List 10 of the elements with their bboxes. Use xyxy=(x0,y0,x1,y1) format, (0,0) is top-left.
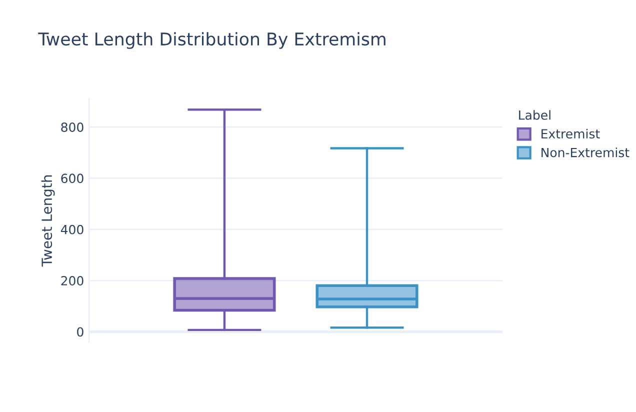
legend-label: Extremist xyxy=(542,128,600,139)
y-tick-label: 600 xyxy=(61,174,84,184)
y-tick-label: 400 xyxy=(60,224,84,234)
y-axis-title: Tweet Length xyxy=(41,175,55,267)
y-tick-label: 0 xyxy=(77,327,84,337)
legend-label: Non-Extremist xyxy=(542,148,630,158)
y-tick-label: 200 xyxy=(61,276,84,286)
chart-title: Tweet Length Distribution By Extremism xyxy=(38,32,386,49)
y-tick-label: 800 xyxy=(61,122,84,132)
legend-title: Label xyxy=(519,110,550,120)
